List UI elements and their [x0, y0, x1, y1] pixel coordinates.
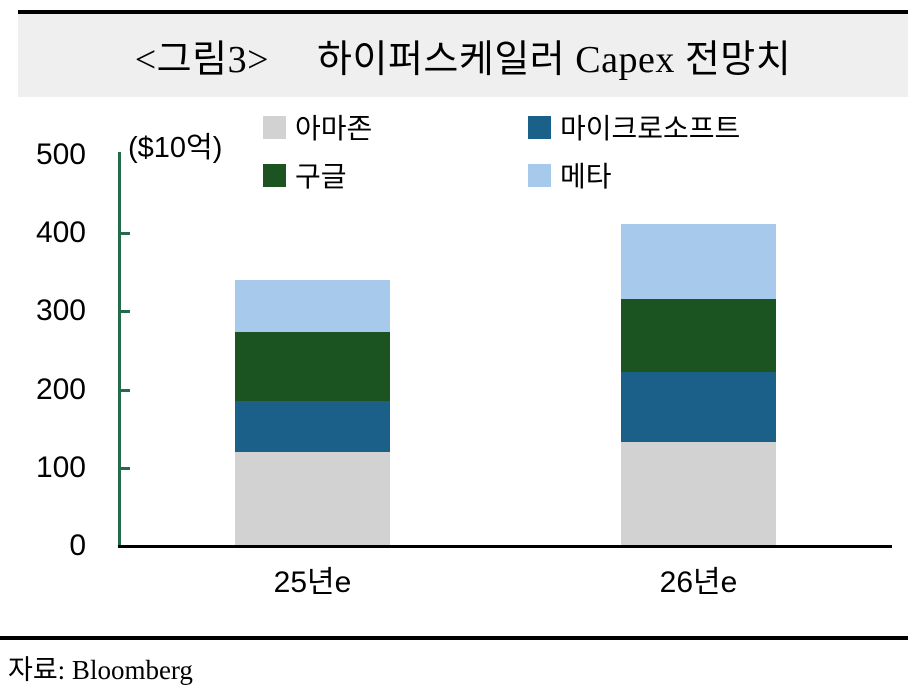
legend-label: 구글: [295, 161, 347, 192]
bottom-border-line: [0, 636, 908, 640]
y-axis-tick-label: 0: [69, 529, 86, 562]
top-border-line: [18, 10, 908, 14]
y-axis-tick-label: 200: [35, 372, 86, 406]
legend-swatch-icon: [263, 115, 286, 139]
bar-segment-구글: [235, 331, 390, 401]
legend-swatch-icon: [263, 163, 286, 187]
legend-swatch-icon: [528, 163, 551, 187]
bar-segment-아마존: [235, 452, 390, 546]
legend-item: 메타: [528, 158, 740, 192]
x-axis-category-label: 26년e: [659, 566, 738, 599]
bar-segment-메타: [235, 280, 390, 332]
figure-number-tag: <그림3>: [134, 39, 270, 81]
legend-label: 아마존: [295, 113, 373, 144]
bar-segment-메타: [621, 223, 776, 299]
stacked-bar-25년e: [235, 280, 390, 546]
y-axis-tick-label: 300: [35, 294, 86, 328]
y-axis-tick-mark: [121, 310, 130, 314]
x-axis-line: [118, 545, 892, 548]
y-axis-tick-mark: [121, 232, 130, 236]
bar-segment-구글: [621, 298, 776, 373]
y-axis-tick-label: 400: [35, 216, 86, 250]
legend-label: 메타: [560, 161, 612, 192]
y-axis-line: [118, 152, 121, 546]
bar-segment-마이크로소프트: [235, 400, 390, 453]
bar-segment-마이크로소프트: [621, 372, 776, 442]
legend-swatch-icon: [528, 115, 551, 139]
y-axis-tick-label: 500: [35, 138, 86, 171]
y-axis-unit-label: ($10억): [128, 132, 223, 164]
legend-item: 구글: [263, 158, 528, 192]
x-axis-category-label: 25년e: [273, 566, 352, 599]
y-axis-tick-mark: [121, 466, 130, 470]
source-note: 자료: Bloomberg: [8, 655, 193, 685]
y-axis-tick-label: 100: [35, 450, 86, 484]
y-axis-tick-mark: [121, 388, 130, 392]
legend-label: 마이크로소프트: [560, 113, 741, 144]
stacked-bar-26년e: [621, 223, 776, 546]
legend-item: 마이크로소프트: [528, 110, 740, 144]
bar-segment-아마존: [621, 442, 776, 546]
chart-title: 하이퍼스케일러 Capex 전망치: [317, 39, 792, 81]
legend-item: 아마존: [263, 110, 528, 144]
chart-title-bar: <그림3> 하이퍼스케일러 Capex 전망치: [18, 14, 908, 97]
